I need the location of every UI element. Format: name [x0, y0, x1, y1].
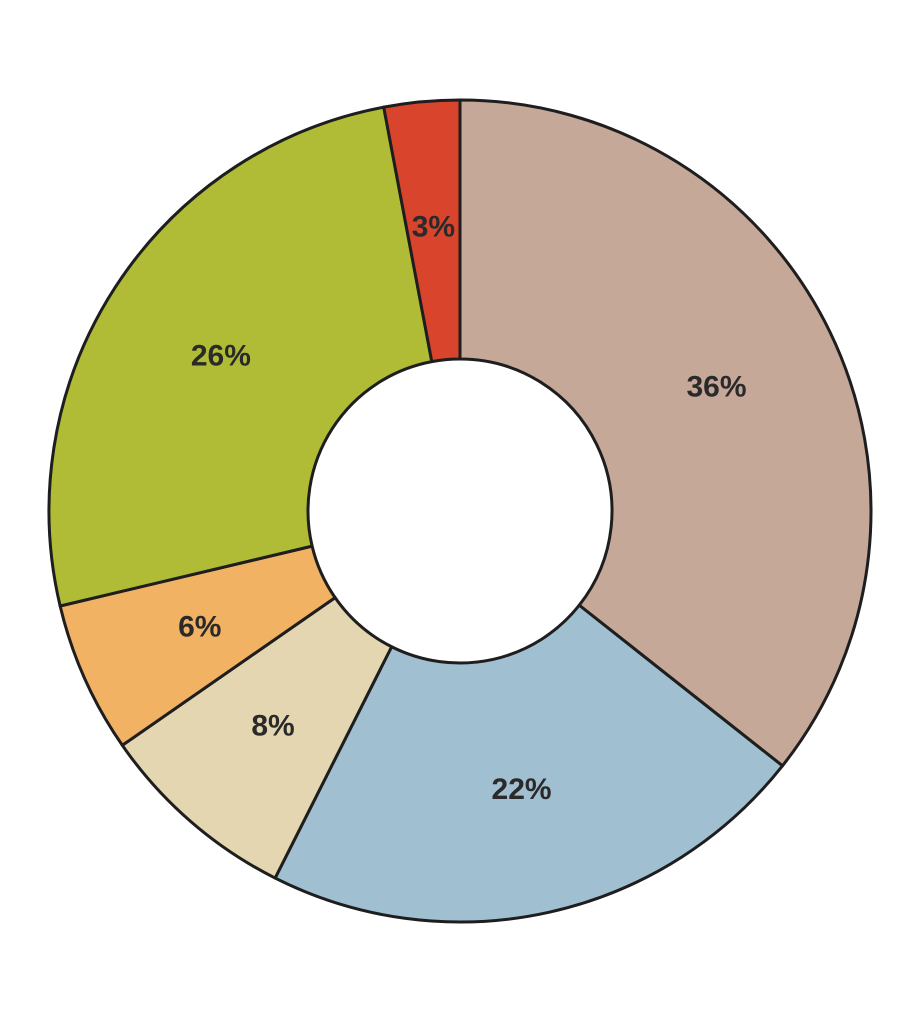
slice-label-5: 3%	[412, 211, 455, 244]
donut-slice-5	[382, 98, 462, 364]
donut-slice-labels: 36% 22% 8% 6% 26% 3%	[178, 211, 746, 806]
donut-slices	[47, 98, 873, 924]
slice-label-0: 36%	[686, 370, 746, 403]
donut-slice-4	[47, 105, 434, 608]
slice-label-4: 26%	[191, 339, 251, 372]
donut-slice-1	[273, 603, 784, 924]
slice-label-2: 8%	[251, 710, 294, 743]
slice-label-1: 22%	[492, 773, 552, 806]
donut-slice-2	[120, 596, 394, 880]
slice-label-3: 6%	[178, 611, 221, 644]
donut-slice-0	[458, 98, 873, 768]
